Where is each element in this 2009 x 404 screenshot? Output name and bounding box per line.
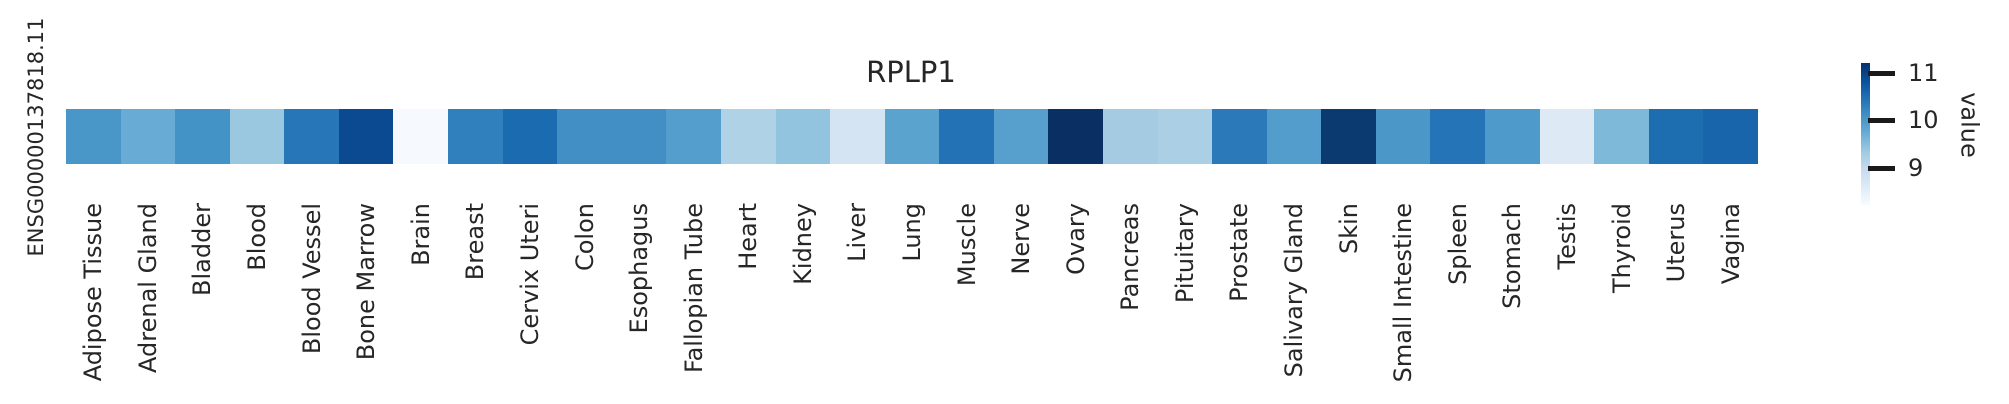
heatmap-cell xyxy=(1430,109,1486,164)
x-tick-label: Bladder xyxy=(188,203,217,296)
colorbar-tick-label: 11 xyxy=(1908,59,1939,87)
chart-title: RPLP1 xyxy=(866,55,956,89)
heatmap-cell xyxy=(393,109,449,164)
x-tick-label: Breast xyxy=(461,203,490,281)
heatmap-cell xyxy=(1594,109,1649,164)
x-tick-label: Pituitary xyxy=(1170,203,1199,304)
x-tick-label: Colon xyxy=(570,203,599,272)
x-tick-label: Lung xyxy=(897,203,926,262)
heatmap-cell xyxy=(284,109,339,164)
heatmap-cell xyxy=(120,109,176,164)
gene-id-row-label: ENSG00000137818.11 xyxy=(24,17,48,257)
colorbar-tick-mark xyxy=(1868,117,1895,123)
heatmap-cell xyxy=(1048,109,1103,164)
x-tick-label: Salivary Gland xyxy=(1279,203,1308,378)
heatmap-cell xyxy=(1102,109,1158,164)
x-tick-label: Skin xyxy=(1334,203,1363,255)
heatmap-cell xyxy=(1212,109,1267,164)
heatmap-cell xyxy=(775,109,831,164)
x-tick-label: Spleen xyxy=(1443,203,1472,285)
x-tick-label: Prostate xyxy=(1225,203,1254,302)
x-tick-label: Testis xyxy=(1552,203,1581,270)
x-tick-label: Thyroid xyxy=(1607,203,1636,293)
x-tick-label: Cervix Uteri xyxy=(515,203,544,346)
x-tick-label: Blood xyxy=(242,203,271,271)
heatmap-cell xyxy=(1485,109,1540,164)
x-tick-label: Kidney xyxy=(788,203,817,285)
heatmap-cell xyxy=(611,109,667,164)
x-tick-label: Heart xyxy=(734,203,763,270)
heatmap-cell xyxy=(830,109,885,164)
colorbar-tick-mark xyxy=(1868,70,1895,76)
heatmap-cell xyxy=(1648,109,1704,164)
x-tick-label: Blood Vessel xyxy=(297,203,326,355)
heatmap-cell xyxy=(448,109,503,164)
heatmap-cell xyxy=(720,109,776,164)
heatmap-cell xyxy=(1157,109,1213,164)
colorbar-tick-label: 9 xyxy=(1908,154,1924,182)
heatmap-cell xyxy=(557,109,612,164)
x-tick-label: Ovary xyxy=(1061,203,1090,275)
heatmap-cell xyxy=(1375,109,1431,164)
x-tick-label: Bone Marrow xyxy=(351,203,380,361)
heatmap-cell xyxy=(1321,109,1376,164)
heatmap-cell xyxy=(66,109,121,164)
heatmap-cell xyxy=(993,109,1049,164)
x-tick-label: Brain xyxy=(406,203,435,266)
colorbar-axis-label: value xyxy=(1955,92,1984,158)
heatmap-cell xyxy=(502,109,558,164)
heatmap-cell xyxy=(229,109,285,164)
heatmap-cell xyxy=(338,109,394,164)
x-tick-label: Uterus xyxy=(1661,203,1690,283)
x-tick-label: Liver xyxy=(843,203,872,262)
heatmap-cell xyxy=(175,109,230,164)
heatmap-cell xyxy=(1539,109,1595,164)
x-tick-label: Adipose Tissue xyxy=(79,203,108,382)
x-tick-label: Adrenal Gland xyxy=(133,203,162,373)
colorbar-tick-label: 10 xyxy=(1908,106,1939,134)
heatmap-cell xyxy=(884,109,940,164)
x-tick-label: Vagina xyxy=(1716,203,1745,285)
x-tick-label: Small Intestine xyxy=(1389,203,1418,383)
x-tick-label: Fallopian Tube xyxy=(679,203,708,374)
heatmap-cell xyxy=(1703,109,1758,164)
x-tick-label: Pancreas xyxy=(1116,203,1145,311)
heatmap-cell xyxy=(666,109,721,164)
colorbar-gradient xyxy=(1861,63,1870,205)
heatmap-row xyxy=(66,109,1758,164)
x-tick-label: Stomach xyxy=(1498,203,1527,309)
x-tick-label: Nerve xyxy=(1006,203,1035,275)
x-tick-label: Muscle xyxy=(952,203,981,287)
heatmap-cell xyxy=(939,109,994,164)
x-tick-label: Esophagus xyxy=(624,203,653,334)
heatmap-cell xyxy=(1266,109,1322,164)
colorbar-tick-mark xyxy=(1868,165,1895,171)
